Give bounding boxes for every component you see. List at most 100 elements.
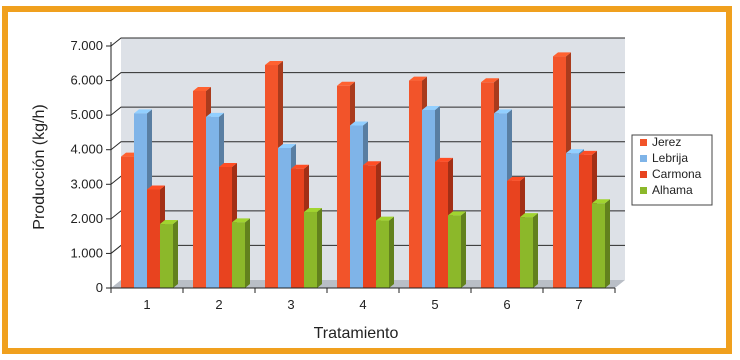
bar-front [363,165,376,288]
legend-swatch-alhama [640,187,647,194]
bar-top [232,218,250,223]
bar-front [134,113,147,289]
y-tick-label: 4.000 [70,142,103,157]
bar-front [121,156,134,288]
bar-front [278,147,291,288]
bar-top [520,213,538,218]
bar-top [265,61,283,66]
bar-front [553,56,566,288]
bar-top [134,109,152,114]
bar-side [245,218,250,288]
bar-top [448,211,466,216]
bar-top [350,121,368,126]
bar-front [304,211,317,288]
bar-top [481,78,499,83]
x-tick-label: 1 [143,297,150,312]
legend-label-carmona: Carmona [652,167,702,181]
gridline [110,37,625,47]
bar-front [206,116,219,288]
bar-top [304,207,322,212]
x-tick-label: 4 [359,297,366,312]
y-axis-label: Producción (kg/h) [31,104,48,229]
bar-top [219,163,237,167]
x-tick-label: 2 [215,297,222,312]
bar-alhama-2 [232,218,250,288]
bar-top [193,86,211,91]
bar-top [147,185,165,190]
legend-swatch-lebrija [640,155,647,162]
bar-front [579,154,592,288]
bar-top [422,105,440,110]
bar-side [173,220,178,288]
bar-alhama-7 [592,199,610,288]
bar-top [566,149,584,154]
x-tick-label: 6 [503,297,510,312]
bar-top [278,143,296,148]
bar-top [409,76,427,81]
legend: Jerez Lebrija Carmona Alhama [631,134,713,206]
bar-front [409,80,422,288]
bar-top [376,216,394,221]
bar-front [193,90,206,288]
bar-front [376,220,389,288]
bar-top [435,157,453,162]
bar-front [147,189,160,288]
gridline [110,106,625,116]
bar-front [494,113,507,289]
bar-front [435,161,448,288]
bar-front [337,85,350,288]
bar-side [461,211,466,288]
bar-top [507,176,525,181]
legend-swatch-jerez [640,139,647,146]
x-axis-label: Tratamiento [314,325,399,342]
y-tick-label: 1.000 [70,245,103,260]
y-tick-label: 5.000 [70,107,103,122]
legend-label-alhama: Alhama [652,183,693,197]
x-tick-label: 7 [575,297,582,312]
bar-front [291,168,304,288]
bar-top [494,109,512,114]
bar-top [206,112,224,117]
gridline [110,141,625,151]
legend-label-jerez: Jerez [652,135,681,149]
legend-label-lebrija: Lebrija [652,151,688,165]
bar-top [160,220,178,225]
bar-top [363,161,381,166]
bar-front [507,180,520,288]
bar-alhama-1 [160,220,178,288]
bar-side [533,213,538,288]
bar-top [553,52,571,57]
bar-front [481,82,494,288]
bar-front [265,65,278,288]
y-tick-label: 2.000 [70,211,103,226]
bar-side [605,199,610,288]
bar-top [592,199,610,204]
bar-front [160,224,173,288]
bar-front [219,167,232,288]
x-tick-label: 5 [431,297,438,312]
y-tick-label: 0 [96,280,103,295]
bar-side [317,207,322,288]
bar-front [448,215,461,288]
bar-alhama-6 [520,213,538,288]
bar-front [422,109,435,288]
bar-front [592,203,605,288]
bar-top [337,81,355,86]
bar-alhama-4 [376,216,394,288]
bar-front [566,153,579,288]
x-tick-label: 3 [287,297,294,312]
y-tick-label: 3.000 [70,176,103,191]
legend-swatch-carmona [640,171,647,178]
bar-top [579,150,597,155]
gridline [110,72,625,81]
y-tick-label: 6.000 [70,73,103,88]
bar-side [389,216,394,288]
bar-top [291,164,309,169]
bar-front [520,217,533,288]
bar-front [350,125,363,288]
bar-alhama-3 [304,207,322,288]
bar-alhama-5 [448,211,466,288]
y-tick-label: 7.000 [70,38,103,53]
bar-front [232,222,245,288]
